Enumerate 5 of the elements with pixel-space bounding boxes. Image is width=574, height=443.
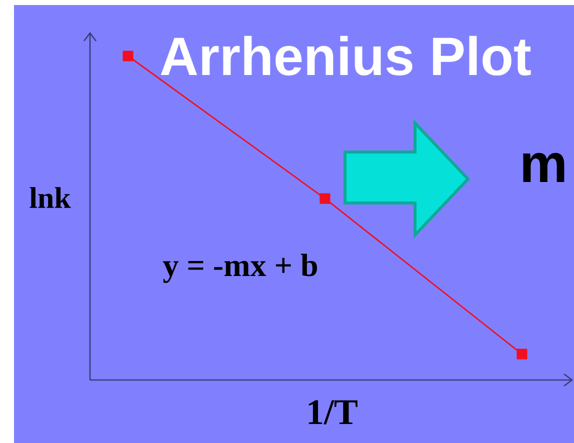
annotation: m <box>523 152 564 182</box>
chart-title: Arrhenius Plot <box>160 36 531 76</box>
x-axis-title: 1/T <box>308 400 358 424</box>
annotation: y = -mx + b <box>163 254 318 283</box>
y-axis-title: lnk <box>30 187 71 208</box>
